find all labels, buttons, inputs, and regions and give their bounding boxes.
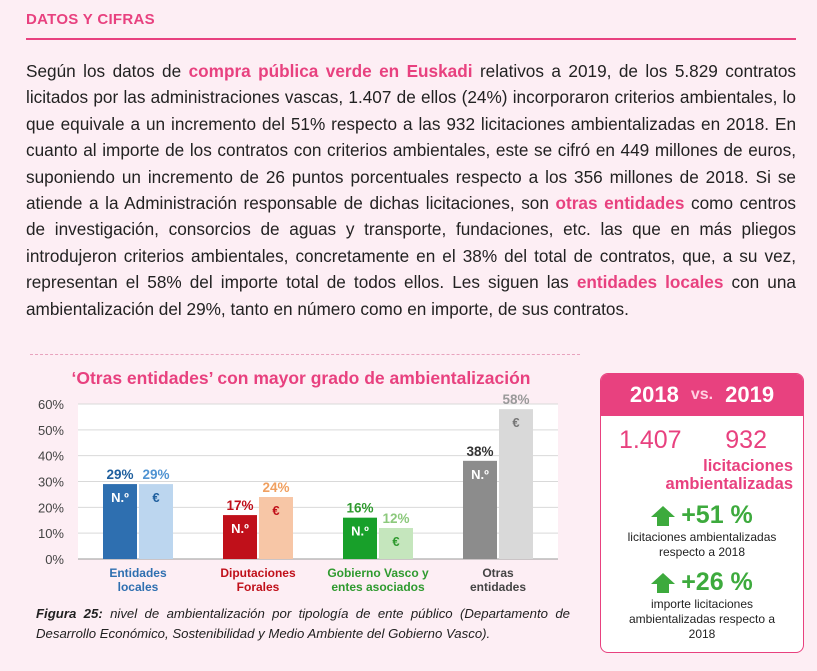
bar (499, 409, 533, 559)
y-tick-label: 60% (38, 397, 64, 412)
caption-text: nivel de ambientalización por tipología … (36, 606, 570, 641)
lic-line-1: licitaciones (703, 457, 793, 475)
series-symbol-label: € (152, 490, 159, 505)
series-symbol-label: N.º (111, 490, 129, 505)
x-category-label: Gobierno Vasco y (327, 566, 429, 580)
stat1-percent: +51 % (681, 501, 753, 529)
bar (139, 484, 173, 559)
stat2-desc-3: 2018 (688, 627, 716, 641)
highlight-compra-publica: compra pública verde en Euskadi (188, 61, 473, 81)
x-category-label: Entidades (109, 566, 167, 580)
caption-label: Figura 25: (36, 606, 103, 621)
bar (343, 517, 377, 559)
y-tick-label: 50% (38, 423, 64, 438)
data-label: 29% (106, 467, 133, 482)
stat2-desc-2: ambientalizadas respecto a (628, 612, 776, 626)
data-label: 58% (502, 392, 529, 407)
stat2-desc-1: importe licitaciones (650, 597, 754, 611)
data-label: 38% (466, 444, 493, 459)
para-text-4: con una ambientalización del 29%, tanto … (26, 272, 796, 319)
panel-header: 2018 vs. 2019 (601, 374, 803, 416)
year-2019: 2019 (725, 382, 775, 407)
data-label: 24% (262, 480, 289, 495)
para-text-3: como centros de investigación, consorcio… (26, 193, 796, 293)
x-category-label: Forales (237, 580, 280, 594)
data-label: 16% (346, 501, 373, 516)
para-text-1: Según los datos de (26, 61, 189, 81)
number-1407: 1.407 (619, 426, 682, 454)
comparison-panel: 2018 vs. 2019 1.407 932 licitaciones amb… (600, 373, 804, 653)
x-category-label: entes asociados (331, 580, 425, 594)
series-symbol-label: € (512, 415, 519, 430)
bar-chart: 0% 10% 20% 30% 40% 50% 60% 29% N.º 29% € Entidadesl… (38, 392, 558, 594)
stat1-desc-1: licitaciones ambientalizadas (627, 530, 777, 544)
bar (463, 460, 497, 559)
x-category-label: Diputaciones (220, 566, 296, 580)
lic-line-2: ambientalizadas (665, 475, 793, 493)
data-label: 12% (382, 511, 409, 526)
stat1-desc-2: respecto a 2018 (658, 545, 746, 559)
highlight-entidades-locales: entidades locales (576, 272, 724, 293)
y-tick-label: 0% (45, 552, 64, 567)
x-category-label: locales (118, 580, 159, 594)
series-symbol-label: N.º (471, 467, 489, 482)
y-tick-label: 30% (38, 475, 64, 490)
vs-label: vs. (690, 386, 714, 403)
dashed-divider (30, 354, 580, 355)
series-symbol-label: N.º (351, 524, 369, 539)
x-category-label: entidades (470, 580, 526, 594)
para-text-2: relativos a 2019, de los 5.829 contratos… (26, 61, 796, 214)
bar (103, 484, 137, 559)
series-symbol-label: € (392, 534, 399, 549)
body-paragraph: Según los datos de compra pública verde … (26, 58, 796, 322)
bar (379, 528, 413, 559)
y-tick-label: 20% (38, 500, 64, 515)
bar (223, 515, 257, 559)
figure-caption: Figura 25: nivel de ambientalización por… (36, 604, 570, 644)
series-symbol-label: N.º (231, 521, 249, 536)
y-tick-label: 10% (38, 526, 64, 541)
y-tick-label: 40% (38, 449, 64, 464)
stat2-percent: +26 % (681, 568, 753, 596)
bar (259, 497, 293, 559)
title-rule (26, 38, 796, 40)
section-title: DATOS Y CIFRAS (26, 11, 155, 28)
data-label: 29% (142, 467, 169, 482)
number-932: 932 (725, 426, 767, 454)
data-label: 17% (226, 498, 253, 513)
series-symbol-label: € (272, 503, 279, 518)
panel-numbers: 1.407 932 (601, 426, 803, 455)
stat-licitaciones: +51 % licitaciones ambientalizadas respe… (601, 501, 803, 560)
stat-importe: +26 % importe licitaciones ambientalizad… (601, 568, 803, 642)
up-arrow-icon (651, 505, 676, 526)
licitaciones-label: licitaciones ambientalizadas (601, 457, 803, 493)
up-arrow-icon (651, 572, 676, 593)
chart-title: ‘Otras entidades’ con mayor grado de amb… (71, 368, 531, 388)
highlight-otras-entidades: otras entidades (555, 193, 685, 214)
x-category-label: Otras (482, 566, 514, 580)
year-2018: 2018 (629, 382, 679, 407)
